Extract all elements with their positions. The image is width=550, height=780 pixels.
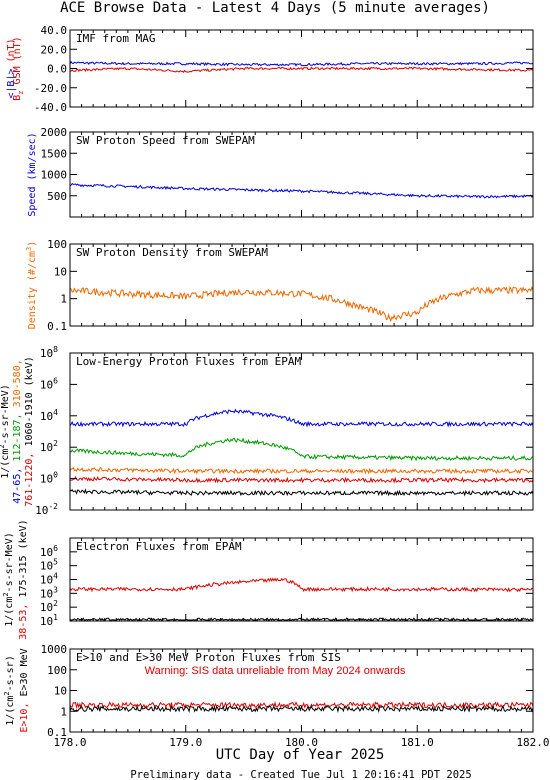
y-axis-label: E>10, E>30 MeV — [19, 648, 30, 732]
panel-title: E>10 and E>30 MeV Proton Fluxes from SIS — [76, 651, 341, 664]
x-axis-label: UTC Day of Year 2025 — [216, 747, 385, 763]
panel-frame — [69, 352, 534, 511]
x-tick-label: 178.0 — [53, 736, 86, 749]
series-line — [69, 66, 534, 73]
series-line — [69, 182, 534, 199]
y-tick-label: 106 — [40, 544, 58, 559]
series-line — [69, 475, 534, 484]
y-tick-label: 0.1 — [47, 320, 67, 333]
series-line — [69, 60, 534, 67]
y-tick-label: 40.0 — [41, 24, 68, 37]
y-tick-label: 108 — [40, 345, 58, 360]
panel-title: SW Proton Density from SWEPAM — [76, 246, 268, 259]
y-tick-label: 104 — [40, 408, 58, 423]
series-line — [69, 437, 534, 462]
y-tick-label: 1000 — [41, 643, 68, 656]
panel-title: Electron Fluxes from EPAM — [76, 540, 242, 553]
y-axis-label: 761-1220, 1060-1910 (keV) — [24, 356, 35, 507]
y-tick-label: 101 — [40, 613, 58, 628]
y-tick-label: -40.0 — [34, 101, 67, 114]
x-tick-label: 179.0 — [169, 736, 202, 749]
y-tick-label: 10 — [54, 265, 67, 278]
panel-annotation: Warning: SIS data unreliable from May 20… — [145, 665, 406, 677]
y-axis-label: 38-53, 175-315 (keV) — [18, 519, 29, 639]
y-axis-label: Speed (km/sec) — [27, 132, 38, 216]
y-axis-label: 1/(cm2-s-sr-MeV) — [2, 532, 15, 627]
y-axis-label: 1/(cm2-s-sr) — [3, 655, 16, 725]
y-tick-label: 2000 — [41, 126, 68, 139]
series-line — [69, 466, 534, 475]
y-axis-label: 1/(cm2-s-sr-MeV) — [0, 384, 11, 479]
y-tick-label: 1500 — [41, 147, 68, 160]
series-line — [69, 408, 534, 428]
panel-title: IMF from MAG — [76, 32, 155, 45]
y-tick-label: 105 — [40, 558, 58, 573]
footer-text: Preliminary data - Created Tue Jul 1 20:… — [130, 769, 471, 780]
page-title: ACE Browse Data - Latest 4 Days (5 minut… — [60, 0, 490, 16]
y-tick-label: 20.0 — [41, 43, 68, 56]
y-tick-label: 10 — [54, 685, 67, 698]
y-axis-label: 47-65, 112-187, 310-580, — [12, 359, 23, 504]
y-tick-label: 102 — [40, 599, 58, 614]
y-axis-label: <|B|> (nT) — [6, 38, 17, 98]
y-tick-label: 1 — [60, 293, 67, 306]
y-tick-label: 1 — [60, 705, 67, 718]
y-tick-label: 100 — [47, 664, 67, 677]
panel-title: Low-Energy Proton Fluxes from EPAM — [76, 355, 302, 368]
y-tick-label: 10-2 — [35, 502, 58, 517]
y-tick-label: 1000 — [41, 169, 68, 182]
y-tick-label: 0.0 — [47, 63, 67, 76]
x-tick-label: 180.0 — [285, 736, 318, 749]
series-line — [69, 488, 534, 497]
y-tick-label: 106 — [40, 376, 58, 391]
y-tick-label: 0.1 — [47, 726, 67, 739]
y-tick-label: 500 — [47, 190, 67, 203]
y-tick-label: 104 — [40, 572, 58, 587]
y-tick-label: 100 — [40, 471, 58, 486]
series-line — [69, 704, 534, 714]
y-axis-label: Bz GSM (nT) — [12, 36, 25, 100]
y-tick-label: -20.0 — [34, 82, 67, 95]
y-axis-label: Density (#/cm3) — [25, 241, 38, 330]
y-tick-label: 100 — [47, 238, 67, 251]
x-tick-label: 181.0 — [401, 736, 434, 749]
x-tick-label: 182.0 — [516, 736, 549, 749]
panel-title: SW Proton Speed from SWEPAM — [76, 134, 255, 147]
y-tick-label: 102 — [40, 439, 58, 454]
series-line — [69, 285, 534, 323]
y-tick-label: 103 — [40, 585, 58, 600]
series-line — [69, 577, 534, 593]
